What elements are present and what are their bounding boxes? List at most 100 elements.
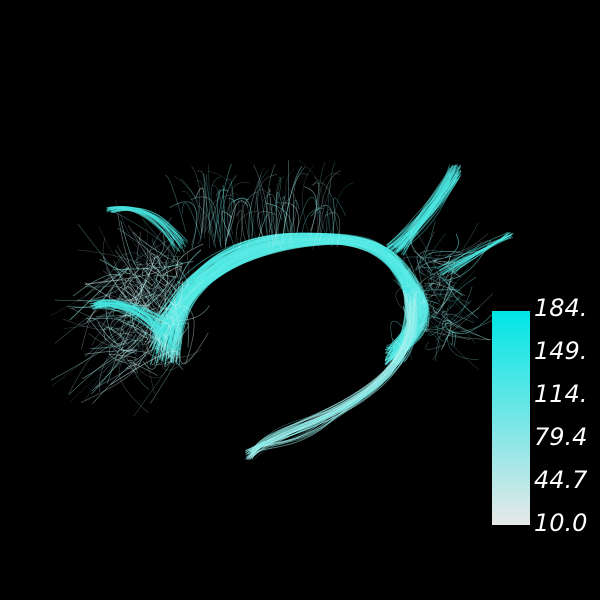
fiber-streamline: [445, 319, 495, 333]
fiber-streamline: [102, 236, 125, 270]
fiber-streamline: [82, 280, 146, 304]
fiber-streamline: [275, 177, 281, 238]
fiber-streamline: [300, 208, 324, 246]
fiber-streamline: [241, 191, 257, 250]
fiber-streamline: [397, 175, 461, 253]
fiber-streamline: [318, 209, 334, 247]
fiber-streamline: [99, 259, 132, 274]
fiber-streamline: [77, 223, 123, 277]
fiber-streamline: [206, 174, 222, 249]
fiber-streamline: [210, 176, 222, 243]
fiber-streamline: [436, 296, 461, 342]
fiber-streamline: [135, 259, 178, 265]
fiber-streamline: [142, 266, 174, 307]
fiber-streamline: [111, 345, 138, 374]
fiber-streamline: [165, 286, 207, 336]
fiber-streamline: [268, 188, 278, 245]
fiber-streamline: [84, 350, 157, 362]
fiber-streamline: [109, 206, 176, 241]
fiber-streamline: [292, 199, 300, 234]
fiber-streamline: [84, 280, 157, 295]
fiber-streamline: [87, 300, 164, 357]
fiber-streamline: [90, 334, 136, 349]
fiber-streamline: [164, 236, 407, 357]
fiber-streamline: [416, 266, 433, 293]
fiber-streamline: [180, 178, 202, 242]
fiber-streamline: [268, 177, 282, 233]
fiber-streamline: [147, 297, 165, 345]
fiber-streamline: [420, 324, 471, 340]
fiber-streamline: [431, 286, 473, 325]
fiber-streamline: [174, 261, 184, 294]
fiber-streamline: [390, 320, 406, 345]
colorbar-tick-label: 44.7: [534, 466, 588, 494]
fiber-streamline: [153, 333, 184, 370]
fiber-streamline: [150, 289, 179, 345]
fiber-streamline: [425, 330, 440, 360]
fiber-streamline: [86, 267, 130, 323]
fiber-streamline: [441, 320, 452, 350]
fiber-streamline: [138, 237, 163, 268]
fiber-streamline: [413, 313, 418, 339]
fiber-streamline: [429, 276, 477, 319]
fiber-streamline: [172, 240, 414, 355]
fiber-streamline: [91, 278, 126, 300]
fiber-streamline: [428, 278, 443, 303]
fiber-streamline: [318, 162, 326, 240]
fiber-streamline: [429, 277, 444, 297]
fiber-streamline: [416, 250, 438, 273]
fiber-streamline: [249, 300, 414, 451]
fiber-streamline: [154, 291, 171, 308]
fiber-streamline: [173, 322, 189, 345]
fiber-streamline: [165, 287, 177, 341]
colorbar-tick-label: 184.: [534, 294, 588, 322]
fiber-streamline: [326, 211, 332, 247]
fiber-streamline: [103, 327, 125, 341]
fiber-streamline: [419, 283, 441, 320]
fiber-streamline: [170, 307, 189, 348]
fiber-streamline: [84, 260, 156, 288]
fiber-streamline: [172, 239, 406, 366]
fiber-streamline: [151, 355, 173, 366]
fiber-streamline: [117, 327, 135, 342]
fiber-streamline: [92, 348, 163, 404]
fiber-streamline: [407, 298, 416, 315]
fiber-streamline: [421, 302, 438, 330]
fiber-streamline: [88, 318, 135, 351]
fiber-streamline: [432, 294, 443, 319]
fiber-streamline: [428, 265, 469, 292]
fiber-streamline: [146, 341, 160, 357]
fiber-streamline: [251, 168, 265, 237]
fiber-streamline: [68, 339, 136, 395]
colorbar-gradient: [492, 311, 530, 525]
fiber-streamline: [164, 175, 187, 232]
fiber-streamline: [115, 349, 137, 361]
fiber-streamline: [445, 313, 475, 324]
fiber-streamline: [69, 307, 127, 344]
fiber-streamline: [266, 164, 276, 250]
fiber-streamline: [171, 246, 185, 278]
fiber-streamline: [156, 319, 179, 366]
fiber-streamline: [153, 274, 178, 286]
fiber-streamline: [155, 296, 175, 354]
fiber-streamline: [412, 250, 427, 273]
fiber-streamline: [151, 238, 423, 353]
fiber-streamline: [428, 233, 446, 263]
fiber-streamline: [211, 185, 223, 239]
fiber-streamline: [112, 299, 181, 349]
fiber-streamline: [113, 261, 183, 271]
fiber-streamline: [191, 166, 201, 246]
fiber-streamline: [172, 236, 427, 359]
fiber-streamline: [93, 300, 173, 325]
fiber-streamline: [437, 232, 514, 275]
fiber-streamline: [110, 208, 181, 252]
fiber-streamline: [119, 284, 150, 335]
fiber-streamline: [448, 293, 493, 334]
fiber-streamline: [245, 306, 409, 452]
fiber-streamline: [403, 306, 418, 351]
fiber-streamline: [393, 174, 459, 253]
fiber-streamline: [117, 227, 160, 267]
fiber-streamline: [246, 302, 418, 455]
